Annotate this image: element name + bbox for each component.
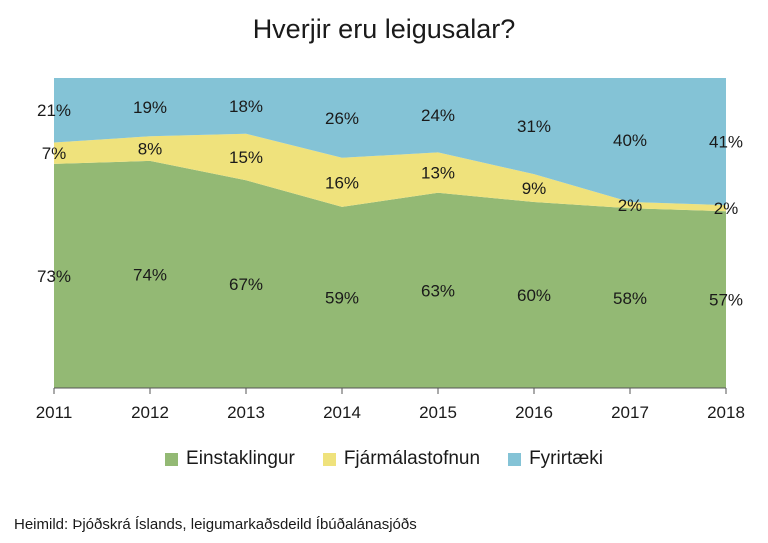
x-tick-label-2014: 2014 [323, 403, 361, 422]
legend-label-fjarmalastofnun: Fjármálastofnun [343, 448, 481, 469]
source-note: Heimild: Þjóðskrá Íslands, leigumarkaðsd… [14, 516, 417, 533]
data-label-einstaklingur-2013: 67% [229, 275, 263, 294]
area-series-einstaklingur [54, 160, 726, 388]
data-label-einstaklingur-2018: 57% [709, 291, 743, 310]
x-tick-label-2016: 2016 [515, 403, 553, 422]
data-label-fj-rm-lastofnun-2012: 8% [138, 140, 163, 159]
data-label-fj-rm-lastofnun-2017: 2% [618, 196, 643, 215]
data-label-einstaklingur-2011: 73% [37, 267, 71, 286]
data-label-einstaklingur-2017: 58% [613, 289, 647, 308]
data-label-fyrirt-ki-2014: 26% [325, 109, 359, 128]
legend-label-einstaklingur: Einstaklingur [186, 448, 295, 469]
legend-item-fyrirtaeki: Fyrirtæki [508, 448, 603, 470]
legend-swatch-einstaklingur [165, 452, 179, 466]
data-label-fyrirt-ki-2016: 31% [517, 117, 551, 136]
data-label-fj-rm-lastofnun-2011: 7% [42, 144, 67, 163]
data-label-fj-rm-lastofnun-2013: 15% [229, 148, 263, 167]
data-label-fyrirt-ki-2013: 18% [229, 97, 263, 116]
legend: Einstaklingur Fjármálastofnun Fyrirtæki [0, 448, 768, 470]
data-label-fyrirt-ki-2012: 19% [133, 98, 167, 117]
data-label-fyrirt-ki-2015: 24% [421, 106, 455, 125]
legend-item-fjarmalastofnun: Fjármálastofnun [322, 448, 481, 470]
data-label-einstaklingur-2014: 59% [325, 288, 359, 307]
data-label-fyrirt-ki-2017: 40% [613, 131, 647, 150]
chart-title: Hverjir eru leigusalar? [252, 14, 516, 44]
x-tick-label-2018: 2018 [707, 403, 745, 422]
x-tick-label-2015: 2015 [419, 403, 457, 422]
area-series-fyrirt-ki [54, 78, 726, 206]
data-label-fyrirt-ki-2018: 41% [709, 133, 743, 152]
legend-swatch-fjarmalastofnun [322, 452, 336, 466]
x-tick-label-2017: 2017 [611, 403, 649, 422]
data-label-fyrirt-ki-2011: 21% [37, 101, 71, 120]
area-series-fj-rm-lastofnun [54, 133, 726, 212]
data-label-fj-rm-lastofnun-2015: 13% [421, 164, 455, 183]
legend-label-fyrirtaeki: Fyrirtæki [529, 448, 603, 469]
data-label-fj-rm-lastofnun-2014: 16% [325, 173, 359, 192]
data-label-fj-rm-lastofnun-2018: 2% [714, 199, 739, 218]
x-tick-label-2013: 2013 [227, 403, 265, 422]
x-tick-label-2012: 2012 [131, 403, 169, 422]
legend-swatch-fyrirtaeki [508, 452, 522, 466]
data-label-einstaklingur-2012: 74% [133, 265, 167, 284]
data-label-einstaklingur-2016: 60% [517, 286, 551, 305]
data-label-fj-rm-lastofnun-2016: 9% [522, 179, 547, 198]
data-label-einstaklingur-2015: 63% [421, 281, 455, 300]
legend-item-einstaklingur: Einstaklingur [165, 448, 295, 470]
x-tick-label-2011: 2011 [36, 403, 73, 422]
